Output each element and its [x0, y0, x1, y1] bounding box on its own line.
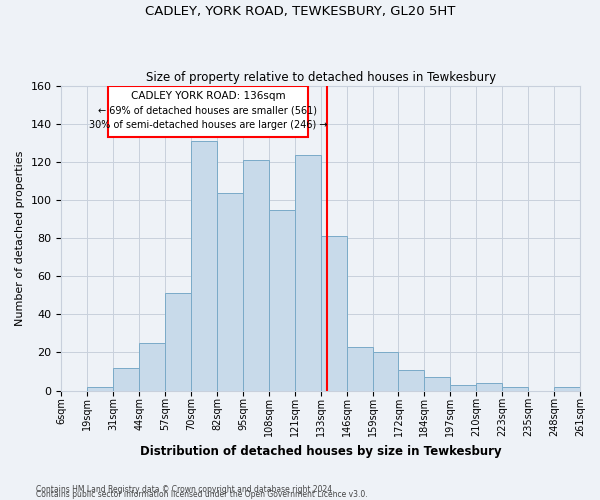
Bar [424, 377, 451, 390]
Bar [373, 352, 398, 391]
Bar [295, 154, 321, 390]
Text: Contains public sector information licensed under the Open Government Licence v3: Contains public sector information licen… [36, 490, 368, 499]
Text: CADLEY YORK ROAD: 136sqm: CADLEY YORK ROAD: 136sqm [131, 91, 285, 101]
Bar [502, 386, 528, 390]
Bar [451, 385, 476, 390]
Bar [347, 347, 373, 391]
Text: 30% of semi-detached houses are larger (246) →: 30% of semi-detached houses are larger (… [89, 120, 327, 130]
Bar [269, 210, 295, 390]
Bar [476, 383, 502, 390]
Text: CADLEY, YORK ROAD, TEWKESBURY, GL20 5HT: CADLEY, YORK ROAD, TEWKESBURY, GL20 5HT [145, 5, 455, 18]
Bar [191, 141, 217, 390]
Bar [398, 370, 424, 390]
X-axis label: Distribution of detached houses by size in Tewkesbury: Distribution of detached houses by size … [140, 444, 502, 458]
Bar [243, 160, 269, 390]
Bar [113, 368, 139, 390]
Bar [165, 294, 191, 390]
Bar [554, 386, 580, 390]
Bar [88, 386, 113, 390]
Text: Contains HM Land Registry data © Crown copyright and database right 2024.: Contains HM Land Registry data © Crown c… [36, 484, 335, 494]
Title: Size of property relative to detached houses in Tewkesbury: Size of property relative to detached ho… [146, 70, 496, 84]
Bar [321, 236, 347, 390]
Text: ← 69% of detached houses are smaller (561): ← 69% of detached houses are smaller (56… [98, 105, 317, 115]
Bar [217, 192, 243, 390]
Bar [139, 343, 165, 390]
Y-axis label: Number of detached properties: Number of detached properties [15, 150, 25, 326]
Bar [108, 86, 308, 138]
